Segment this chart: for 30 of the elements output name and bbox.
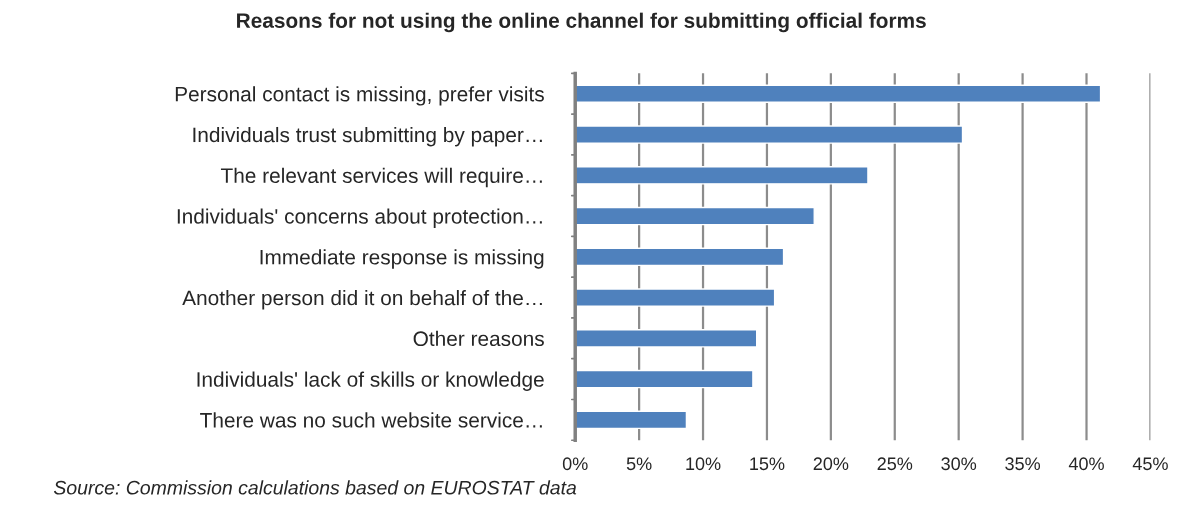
y-tick-label: Individuals' concerns about protection… (177, 208, 542, 228)
x-tick-label: 10% (686, 457, 721, 471)
bar (575, 369, 754, 389)
y-tick-label: Individuals' lack of skills or knowledge (197, 371, 544, 391)
y-tick-label: The relevant services will require… (220, 167, 542, 188)
bar (575, 166, 869, 185)
bar (575, 410, 688, 430)
x-tick-label: 40% (1068, 457, 1104, 471)
source-note: Source: Commission calculations based on EUROSTAT data (53, 480, 577, 495)
x-tick-label: 20% (813, 457, 849, 471)
y-tick-label: Personal contact is missing, prefer visits (175, 86, 544, 106)
bar (575, 288, 776, 307)
bar (575, 247, 785, 267)
x-tick-label: 35% (1005, 457, 1041, 471)
bar (575, 206, 815, 226)
x-tick-label: 0% (562, 457, 588, 471)
x-tick-label: 5% (626, 457, 652, 471)
bar (575, 84, 1102, 104)
bar (575, 125, 964, 144)
y-tick-label: Another person did it on behalf of the… (182, 290, 542, 310)
x-tick-label: 45% (1132, 457, 1168, 471)
x-tick-label: 15% (750, 457, 785, 471)
y-tick-label: Immediate response is missing (260, 249, 544, 269)
chart-title: Reasons for not using the online channel for submitting official forms (237, 12, 926, 33)
y-tick-label: Individuals trust submitting by paper… (193, 126, 542, 147)
x-tick-label: 30% (941, 457, 977, 471)
bar (575, 329, 758, 348)
y-tick-label: Other reasons (413, 330, 544, 347)
y-tick-label: There was no such website service… (200, 412, 542, 428)
x-tick-label: 25% (877, 457, 913, 471)
